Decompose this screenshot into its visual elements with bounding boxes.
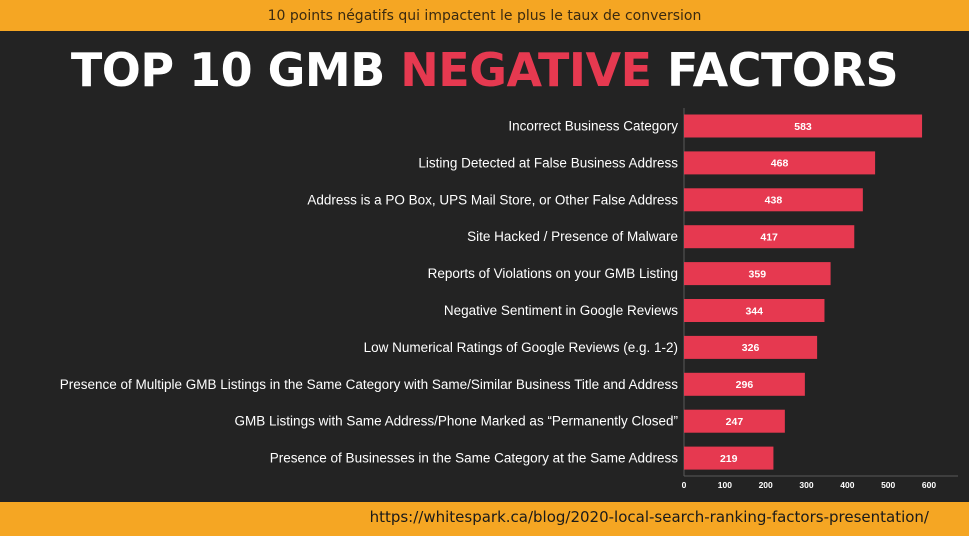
title-part-1: TOP 10 GMB [70,43,401,97]
x-tick-label: 500 [881,480,895,490]
x-tick-label: 200 [759,480,773,490]
top-banner-text: 10 points négatifs qui impactent le plus… [267,8,702,24]
data-label: 583 [794,121,812,133]
data-label: 326 [742,342,760,354]
category-label: Presence of Businesses in the Same Categ… [270,451,678,466]
category-label: Negative Sentiment in Google Reviews [444,303,678,318]
data-label: 219 [720,453,738,465]
page-title: TOP 10 GMB NEGATIVE FACTORS [0,40,969,100]
source-url: https://whitespark.ca/blog/2020-local-se… [369,508,929,526]
bar [684,151,876,175]
top-banner: 10 points négatifs qui impactent le plus… [0,0,969,31]
bar [684,225,855,249]
category-label: Low Numerical Ratings of Google Reviews … [364,340,678,355]
bar [684,299,825,322]
category-label: Listing Detected at False Business Addre… [418,155,678,170]
title-part-2: FACTORS [651,43,899,97]
x-tick-label: 0 [682,480,687,490]
data-label: 344 [745,305,763,317]
x-tick-label: 400 [840,480,854,490]
category-label: GMB Listings with Same Address/Phone Mar… [235,414,678,429]
data-label: 468 [771,158,789,170]
bar [684,262,831,286]
bar [684,446,774,470]
data-label: 247 [726,416,744,428]
data-label: 438 [765,195,783,207]
bar [684,188,863,212]
category-label: Site Hacked / Presence of Malware [467,229,678,244]
x-tick-label: 300 [799,480,813,490]
category-label: Address is a PO Box, UPS Mail Store, or … [307,192,678,207]
category-label: Reports of Violations on your GMB Listin… [428,266,678,281]
category-label: Presence of Multiple GMB Listings in the… [60,377,679,392]
bar-chart: Incorrect Business Category 583 Listing De… [60,108,958,490]
bar [684,409,785,433]
bar [684,114,923,138]
data-label: 296 [736,379,754,391]
x-tick-label: 600 [922,480,936,490]
data-label: 417 [760,232,778,244]
title-accent: NEGATIVE [400,43,652,97]
x-tick-label: 100 [718,480,732,490]
bar [684,335,818,359]
bar [684,372,805,396]
category-label: Incorrect Business Category [508,119,678,134]
bottom-banner: https://whitespark.ca/blog/2020-local-se… [0,502,969,536]
data-label: 359 [749,268,767,280]
